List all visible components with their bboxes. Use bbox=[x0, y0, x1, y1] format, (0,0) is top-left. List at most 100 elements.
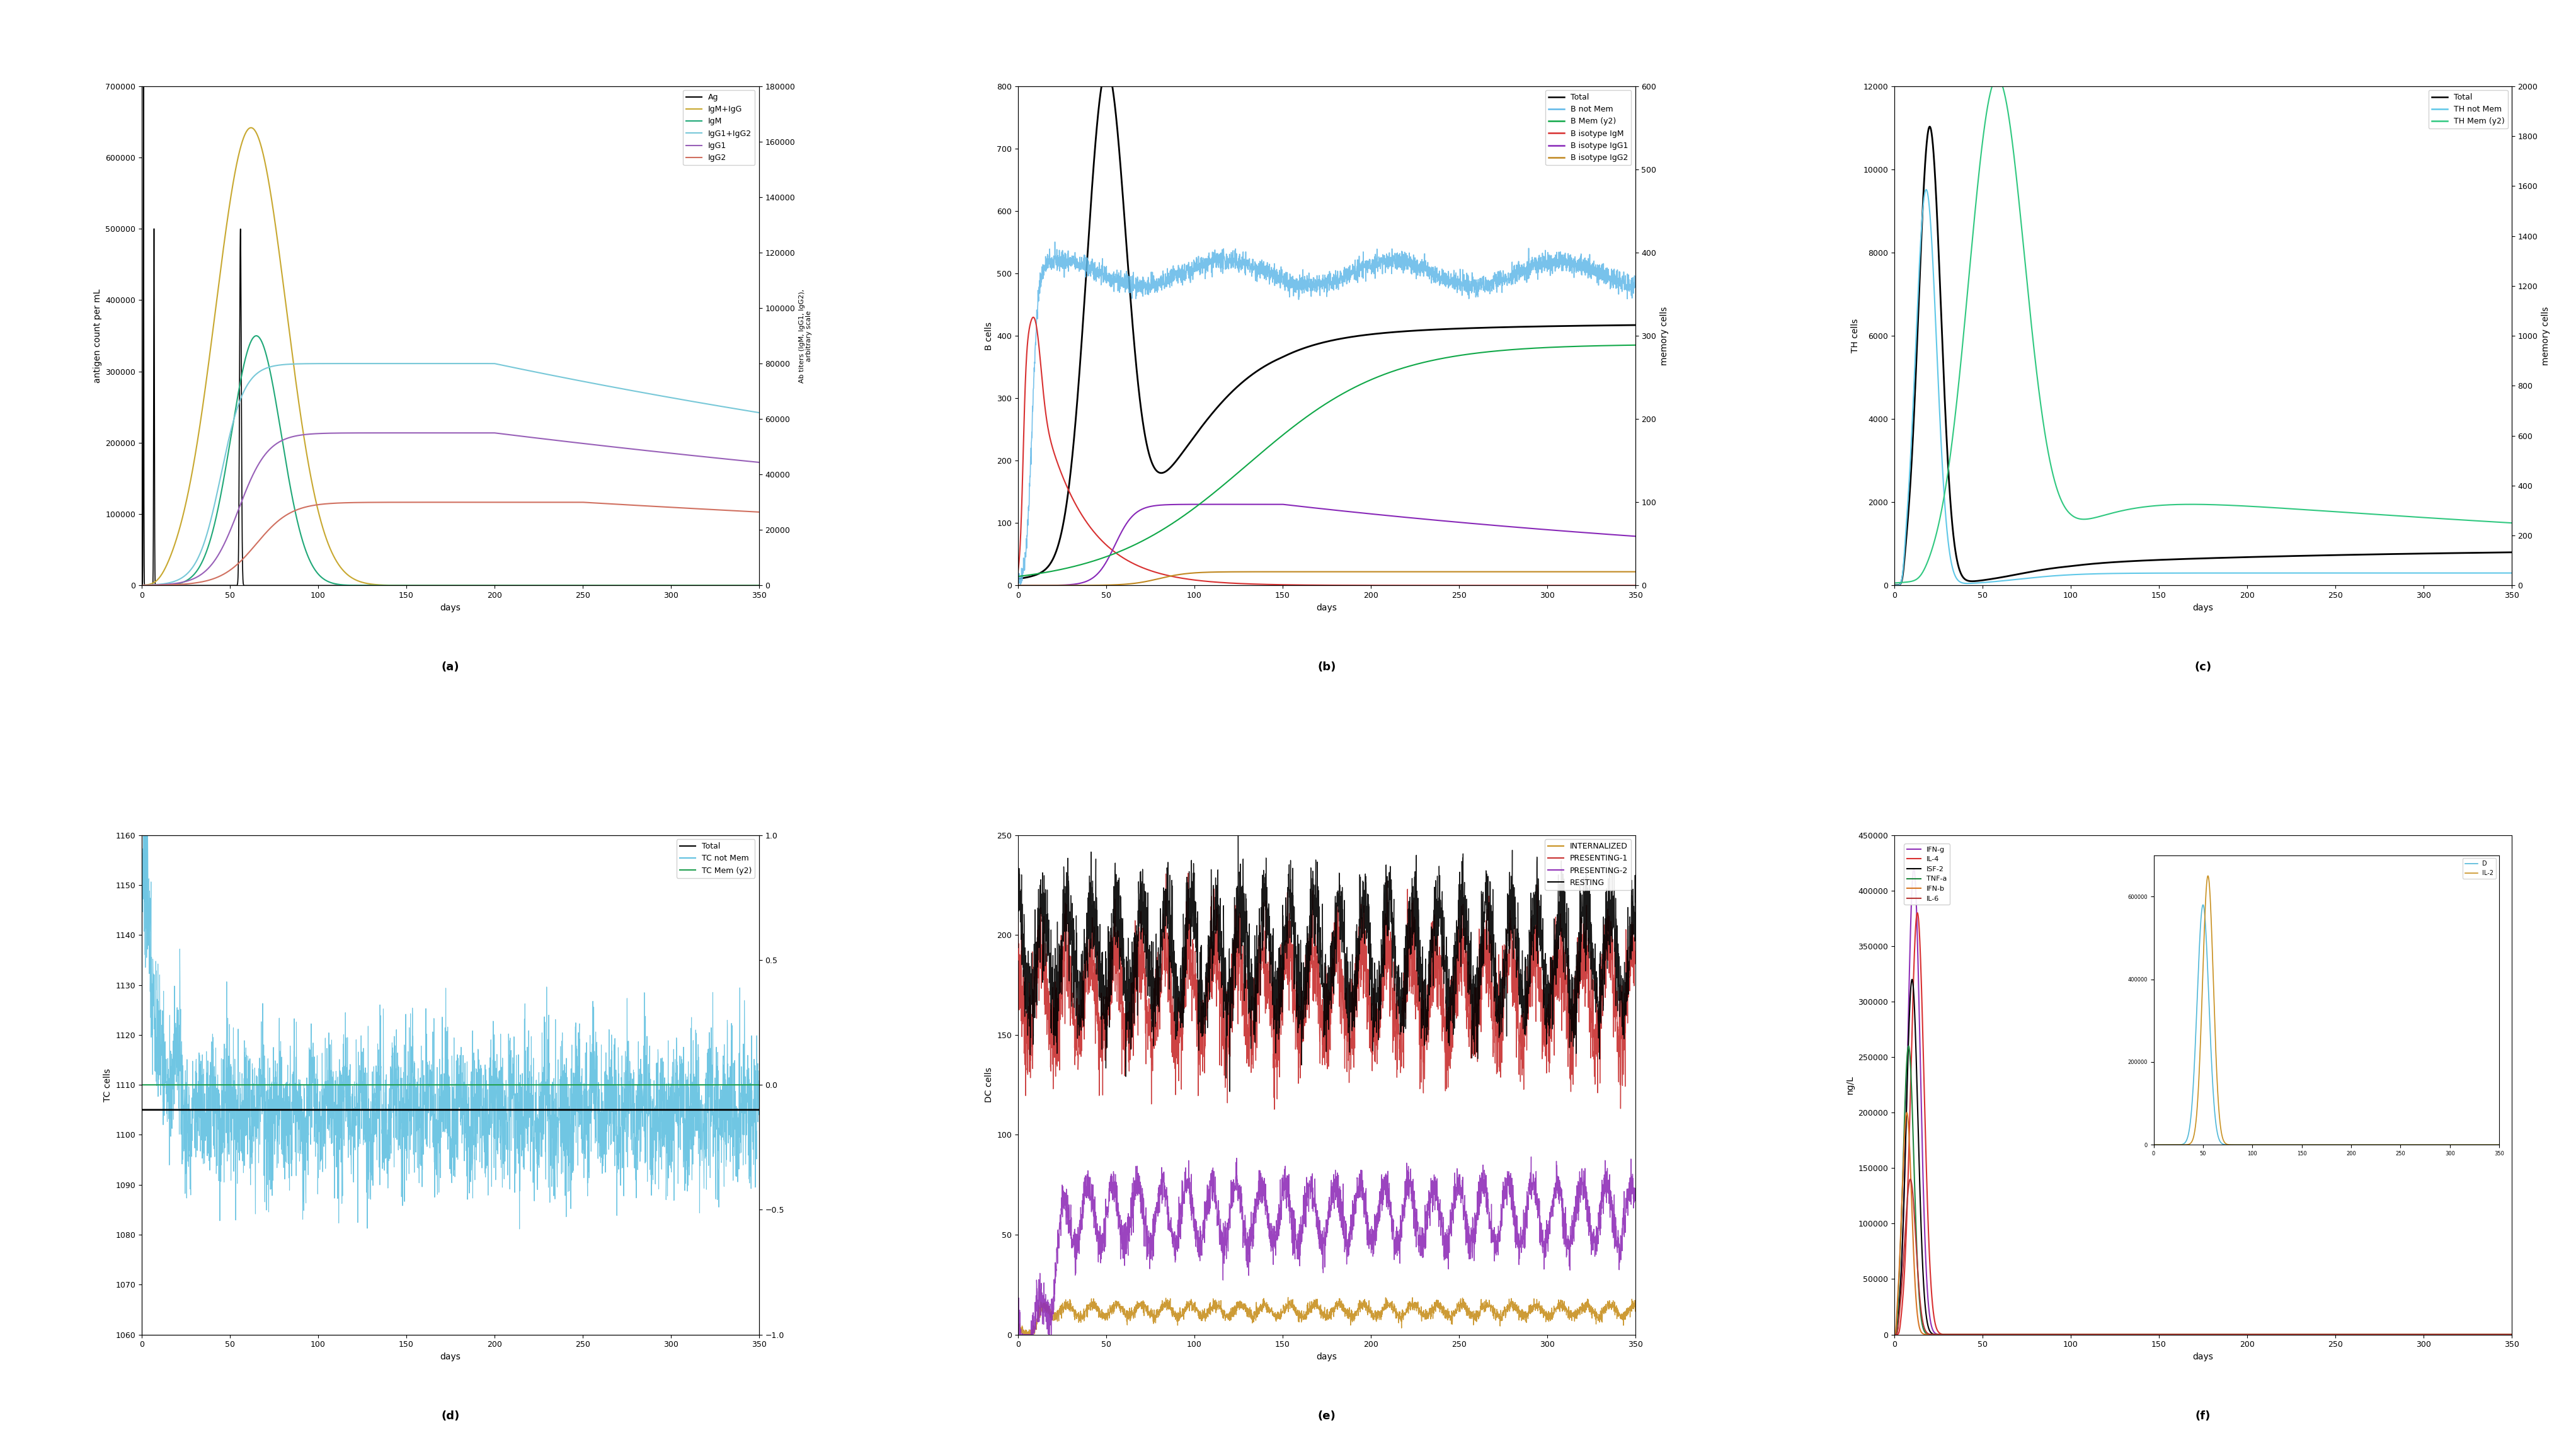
TH Mem (y2) bbox=[2272, 499, 2303, 517]
IFN-b bbox=[2172, 1326, 2202, 1343]
TNF-a bbox=[2097, 1326, 2128, 1343]
Ag bbox=[152, 577, 183, 594]
IFN-b bbox=[2007, 1326, 2038, 1343]
ISF-2 bbox=[2496, 1326, 2527, 1343]
IgM bbox=[518, 577, 549, 594]
TC Mem (y2) bbox=[255, 1076, 286, 1093]
B not Mem bbox=[1041, 234, 1072, 251]
IgG1+IgG2 bbox=[255, 359, 286, 376]
Y-axis label: DC cells: DC cells bbox=[984, 1068, 994, 1102]
TC not Mem bbox=[126, 811, 157, 828]
B isotype IgG1 bbox=[1620, 528, 1651, 545]
Total bbox=[1087, 77, 1118, 95]
IL-4 bbox=[1901, 904, 1932, 921]
Total bbox=[350, 1101, 381, 1118]
IFN-b bbox=[1891, 1104, 1922, 1121]
IFN-g bbox=[2496, 1326, 2527, 1343]
Ag bbox=[350, 577, 381, 594]
RESTING bbox=[1213, 1083, 1244, 1101]
ISF-2 bbox=[2272, 1326, 2303, 1343]
IFN-b bbox=[2079, 1326, 2110, 1343]
Total bbox=[1620, 317, 1651, 334]
RESTING bbox=[1226, 924, 1257, 941]
TC not Mem bbox=[505, 1220, 536, 1237]
Line: B Mem (y2): B Mem (y2) bbox=[1018, 344, 1636, 577]
INTERNALIZED bbox=[1620, 1303, 1651, 1320]
B isotype IgG1 bbox=[1267, 495, 1298, 512]
Title: (d): (d) bbox=[440, 1411, 459, 1422]
Total bbox=[2272, 548, 2303, 565]
INTERNALIZED bbox=[1002, 1316, 1033, 1333]
IL-4 bbox=[2102, 1326, 2133, 1343]
TC not Mem bbox=[255, 1079, 286, 1096]
X-axis label: days: days bbox=[1316, 603, 1337, 613]
IFN-b bbox=[2272, 1326, 2303, 1343]
Total bbox=[1131, 436, 1162, 453]
RESTING bbox=[1396, 903, 1427, 920]
Y-axis label: Ab titers (IgM, IgG1, IgG2),
arbitrary scale: Ab titers (IgM, IgG1, IgG2), arbitrary s… bbox=[799, 288, 811, 383]
B isotype IgM bbox=[1018, 309, 1048, 326]
ISF-2 bbox=[1896, 971, 1927, 989]
Ag bbox=[129, 77, 160, 95]
IgG1 bbox=[479, 425, 510, 442]
TC not Mem bbox=[696, 1023, 726, 1040]
TNF-a bbox=[2007, 1326, 2038, 1343]
X-axis label: days: days bbox=[2192, 603, 2213, 613]
B not Mem bbox=[1005, 577, 1036, 594]
B isotype IgG2 bbox=[1131, 573, 1162, 590]
B Mem (y2) bbox=[1131, 530, 1162, 547]
IgG2 bbox=[492, 494, 523, 511]
TNF-a bbox=[2496, 1326, 2527, 1343]
Line: TC not Mem: TC not Mem bbox=[142, 809, 760, 1228]
B not Mem bbox=[1002, 571, 1033, 588]
TNF-a bbox=[2102, 1326, 2133, 1343]
Y-axis label: B cells: B cells bbox=[984, 321, 994, 350]
IgM+IgG bbox=[744, 577, 775, 594]
X-axis label: days: days bbox=[440, 1352, 461, 1362]
TC Mem (y2) bbox=[696, 1076, 726, 1093]
Y-axis label: memory cells: memory cells bbox=[2543, 307, 2550, 364]
Line: IgG1+IgG2: IgG1+IgG2 bbox=[142, 363, 760, 585]
INTERNALIZED bbox=[1273, 1289, 1303, 1306]
IgM bbox=[417, 577, 448, 594]
Line: IgM: IgM bbox=[142, 336, 760, 585]
IgM bbox=[696, 577, 726, 594]
B not Mem bbox=[1571, 261, 1602, 278]
IL-6 bbox=[1896, 1171, 1927, 1188]
IgG1 bbox=[350, 425, 381, 442]
INTERNALIZED bbox=[1571, 1299, 1602, 1316]
B isotype IgM bbox=[1620, 577, 1651, 594]
IgG1+IgG2 bbox=[350, 354, 381, 372]
B isotype IgM bbox=[1226, 575, 1257, 593]
Total bbox=[2246, 548, 2277, 565]
IgG1+IgG2 bbox=[744, 405, 775, 422]
IgM bbox=[126, 577, 157, 594]
Ag bbox=[492, 577, 523, 594]
PRESENTING-1 bbox=[1226, 960, 1257, 977]
Line: B not Mem: B not Mem bbox=[1018, 243, 1636, 585]
IL-4 bbox=[2272, 1326, 2303, 1343]
Total bbox=[2496, 544, 2527, 561]
Line: PRESENTING-1: PRESENTING-1 bbox=[1018, 872, 1636, 1109]
B isotype IgG1 bbox=[1394, 509, 1425, 527]
TH Mem (y2) bbox=[1981, 69, 2012, 86]
Line: IgM+IgG: IgM+IgG bbox=[142, 128, 760, 585]
ISF-2 bbox=[2102, 1326, 2133, 1343]
IL-6 bbox=[2246, 1326, 2277, 1343]
IFN-g bbox=[2138, 1326, 2169, 1343]
Line: IL-6: IL-6 bbox=[1893, 1180, 2512, 1335]
IgM bbox=[242, 327, 273, 344]
B not Mem bbox=[1131, 276, 1162, 293]
TH not Mem bbox=[1911, 181, 1942, 198]
PRESENTING-2 bbox=[1515, 1148, 1546, 1165]
PRESENTING-1 bbox=[1293, 980, 1324, 997]
RESTING bbox=[1293, 931, 1324, 949]
Total bbox=[255, 1101, 286, 1118]
Legend: IFN-g, IL-4, ISF-2, TNF-a, IFN-b, IL-6: IFN-g, IL-4, ISF-2, TNF-a, IFN-b, IL-6 bbox=[1904, 844, 1950, 904]
Y-axis label: memory cells: memory cells bbox=[1659, 307, 1669, 364]
IFN-b bbox=[2102, 1326, 2133, 1343]
PRESENTING-2 bbox=[1368, 1181, 1399, 1198]
TNF-a bbox=[1893, 1038, 1924, 1055]
B isotype IgG1 bbox=[1293, 499, 1324, 517]
TH Mem (y2) bbox=[2172, 495, 2202, 512]
